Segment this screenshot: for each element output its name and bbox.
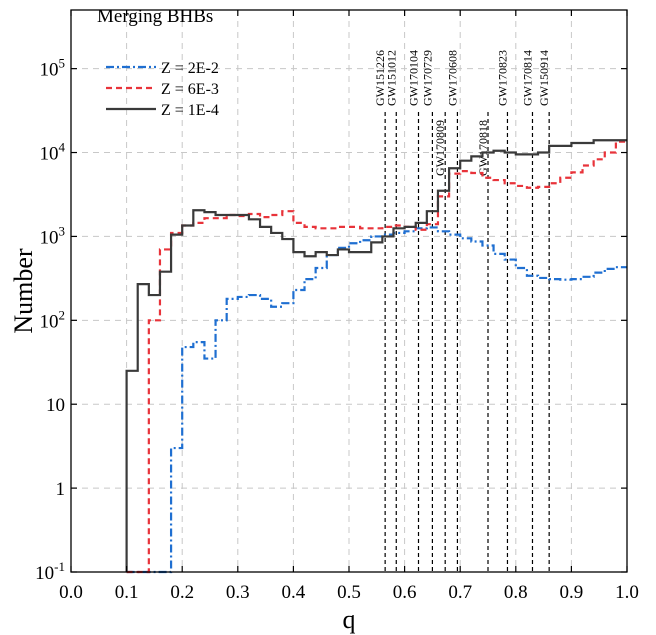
series-line: [126, 140, 627, 574]
event-label: GW170814: [520, 50, 534, 106]
y-tick-label: 1: [56, 479, 66, 500]
x-tick-label: 0.9: [560, 582, 584, 603]
y-tick-label: 105: [40, 56, 66, 81]
event-label: GW170608: [445, 50, 459, 106]
event-label: GW170818: [476, 120, 490, 176]
series-line: [126, 226, 627, 574]
x-tick-label: 0.1: [115, 582, 139, 603]
grid: [71, 10, 627, 572]
x-axis-label: q: [343, 605, 356, 634]
y-tick-label: 102: [40, 307, 66, 332]
x-tick-label: 0.8: [504, 582, 528, 603]
y-tick-label: 104: [40, 140, 66, 165]
event-label: GW170104: [407, 50, 421, 106]
x-tick-label: 0.0: [59, 582, 83, 603]
y-tick-label: 10: [46, 395, 65, 416]
event-label: GW170809: [433, 120, 447, 176]
event-label: GW170729: [420, 50, 434, 106]
event-label: GW151012: [384, 50, 398, 106]
series-line: [125, 139, 627, 572]
x-tick-label: 0.5: [337, 582, 361, 603]
legend-label: Z = 6E-3: [161, 81, 219, 98]
axis-ticks: 0.0 0.1 0.2 0.3 0.4 0.5 0.6 0.7 0.8 0.9 1.0 10-1 1 10…: [35, 10, 639, 603]
legend-label: Z = 2E-2: [161, 60, 219, 77]
y-tick-label: 10-1: [35, 559, 65, 584]
x-tick-label: 0.7: [448, 582, 472, 603]
event-label: GW151226: [373, 50, 387, 106]
chart-title: Merging BHBs: [97, 6, 213, 27]
y-axis-label: Number: [9, 248, 38, 334]
x-tick-label: 0.2: [170, 582, 194, 603]
x-tick-label: 0.4: [282, 582, 306, 603]
event-label: GW170823: [495, 50, 509, 106]
x-tick-label: 0.3: [226, 582, 250, 603]
y-tick-label: 103: [40, 223, 66, 248]
x-tick-label: 0.6: [393, 582, 417, 603]
x-tick-label: 1.0: [615, 582, 639, 603]
legend: Z = 2E-2 Z = 6E-3 Z = 1E-4: [106, 60, 219, 119]
event-label: GW150914: [537, 50, 551, 106]
series-lines: [125, 139, 627, 574]
legend-label: Z = 1E-4: [161, 102, 219, 119]
